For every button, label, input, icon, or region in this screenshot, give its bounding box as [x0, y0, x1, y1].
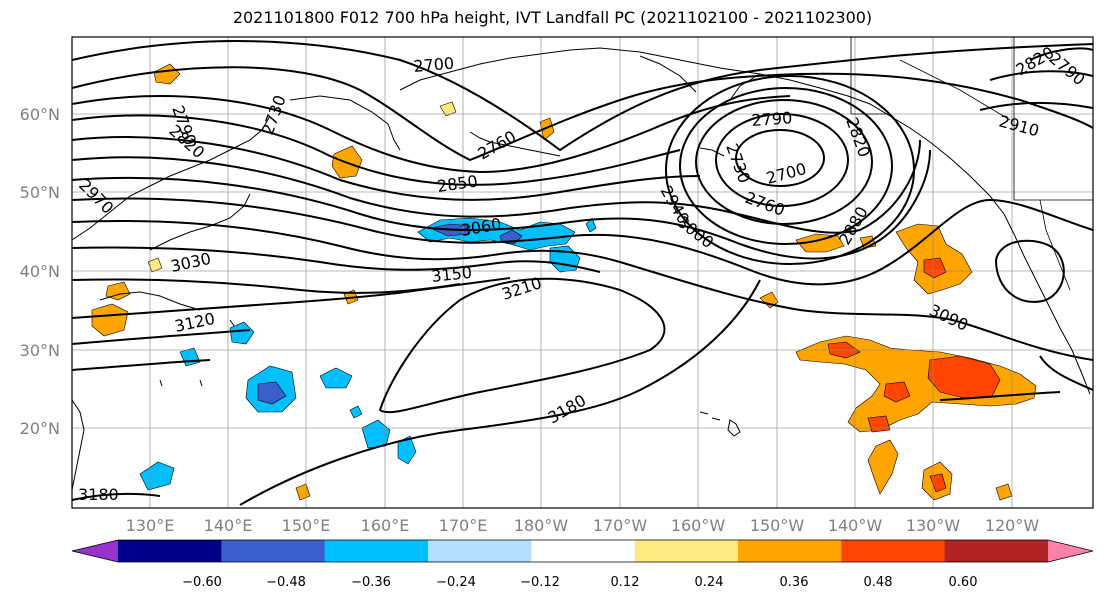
colorbar [71, 539, 1094, 563]
colorbar-segment [118, 540, 222, 562]
colorbar-outline [71, 539, 1094, 563]
colorbar-tick-label: 0.60 [949, 575, 978, 590]
map-frame [71, 36, 1094, 509]
lon-label: 180°W [514, 516, 569, 535]
islands [159, 131, 741, 437]
lat-label: 40°N [20, 262, 60, 281]
lat-label: 20°N [20, 419, 60, 438]
colorbar-tick-label: −0.36 [351, 575, 391, 590]
contour-label: 2790 [751, 108, 793, 130]
lon-label: 120°W [985, 516, 1040, 535]
colorbar-segment [324, 540, 429, 562]
lon-label: 130°W [906, 516, 961, 535]
ne-contours [979, 47, 1093, 111]
colorbar-segment [841, 540, 946, 562]
lon-label: 170°W [593, 516, 648, 535]
colorbar-segment [738, 540, 842, 562]
colorbar-tick-label: −0.60 [182, 575, 222, 590]
colorbar-tick-label: −0.48 [266, 575, 306, 590]
map-title: 2021101800 F012 700 hPa height, IVT Land… [232, 8, 873, 27]
colorbar-extend-low [72, 540, 118, 562]
colorbar-tick-label: −0.24 [436, 575, 476, 590]
lon-label: 140°E [204, 516, 253, 535]
colorbar-segment [531, 540, 636, 562]
colorbar-tick-labels: −0.60 −0.48 −0.36 −0.24 −0.12 0.12 0.24 … [182, 575, 977, 590]
ivt-positive-shading [91, 63, 1037, 501]
lon-label: 170°E [439, 516, 488, 535]
colorbar-extend-high [1048, 540, 1093, 562]
lon-label: 130°E [126, 516, 175, 535]
lat-label: 50°N [20, 183, 60, 202]
graticule [72, 37, 1093, 508]
colorbar-tick-label: 0.24 [695, 575, 724, 590]
latitude-labels: 60°N 50°N 40°N 30°N 20°N [20, 105, 60, 438]
colorbar-tick-label: 0.48 [864, 575, 893, 590]
political-borders [850, 37, 1093, 291]
lat-label: 60°N [20, 105, 60, 124]
lon-label: 160°E [361, 516, 410, 535]
colorbar-segment [634, 540, 739, 562]
colorbar-segment [221, 540, 326, 562]
colorbar-segment [428, 540, 532, 562]
colorbar-tick-label: 0.36 [780, 575, 809, 590]
colorbar-tick-label: 0.12 [611, 575, 640, 590]
colorbar-segment [944, 540, 1049, 562]
colorbar-tick-label: −0.12 [520, 575, 560, 590]
lat-label: 30°N [20, 341, 60, 360]
lon-label: 150°W [750, 516, 805, 535]
longitude-labels: 130°E 140°E 150°E 160°E 170°E 180°W 170°… [126, 516, 1040, 535]
contour-label: 3150 [430, 263, 472, 286]
lon-label: 140°W [828, 516, 883, 535]
map-panel [72, 37, 1093, 508]
contour-label: 2700 [413, 54, 455, 76]
low-pressure-contours [665, 75, 915, 265]
lon-label: 150°E [282, 516, 331, 535]
contour-label: 3180 [78, 485, 119, 504]
lon-label: 160°W [671, 516, 726, 535]
height-contours [72, 40, 1093, 506]
